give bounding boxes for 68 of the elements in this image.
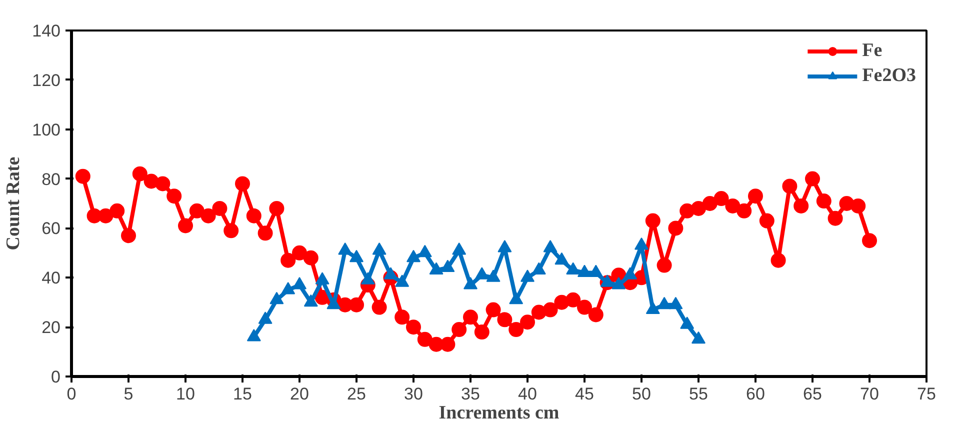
point	[372, 242, 386, 255]
x-tick-label: 5	[124, 384, 134, 404]
y-tick-label: 0	[51, 368, 61, 386]
y-tick-label: 40	[42, 268, 61, 288]
legend-label: Fe	[862, 40, 882, 62]
point	[646, 302, 660, 314]
point	[588, 264, 603, 277]
y-tick-label: 20	[42, 318, 61, 338]
point	[384, 267, 398, 280]
point	[452, 242, 466, 255]
point	[281, 282, 296, 294]
y-axis-title: Count Rate	[3, 156, 24, 250]
point	[418, 244, 432, 258]
point	[554, 252, 569, 265]
point	[464, 277, 478, 290]
x-tick-label: 25	[347, 384, 366, 404]
point	[395, 274, 410, 287]
x-tick-label: 75	[917, 384, 936, 404]
point	[692, 331, 706, 344]
x-tick-label: 30	[404, 384, 423, 404]
point	[509, 292, 524, 304]
x-tick-label: 0	[66, 384, 76, 404]
y-tick-label: 80	[42, 170, 61, 189]
x-tick-label: 35	[461, 384, 480, 404]
point	[474, 267, 489, 280]
point	[350, 250, 364, 262]
point	[440, 260, 455, 272]
x-tick-label: 60	[746, 384, 765, 404]
point	[612, 277, 626, 290]
x-axis-title: Increments cm	[438, 402, 560, 424]
point	[600, 274, 614, 287]
point	[258, 312, 272, 324]
point	[578, 264, 592, 277]
point	[486, 270, 500, 282]
y-tick-label: 100	[32, 120, 61, 140]
x-tick-label: 40	[518, 384, 537, 404]
x-tick-label: 45	[575, 384, 594, 404]
point	[566, 262, 580, 274]
point	[429, 262, 444, 274]
point	[543, 240, 558, 252]
x-tick-label: 55	[689, 384, 708, 404]
point	[292, 277, 306, 290]
y-tick-label: 140	[32, 22, 61, 40]
point	[680, 316, 694, 329]
point	[304, 294, 318, 307]
point	[326, 296, 341, 310]
y-tick-label: 120	[32, 70, 61, 90]
point	[520, 270, 534, 282]
point	[498, 240, 512, 252]
x-tick-label: 10	[176, 384, 195, 404]
point	[623, 267, 638, 280]
y-tick-label: 60	[42, 219, 61, 238]
point	[668, 296, 683, 310]
x-tick-label: 65	[803, 384, 822, 404]
point	[360, 272, 375, 284]
legend-label: Fe2O3	[862, 65, 916, 87]
point	[532, 262, 546, 274]
x-tick-label: 70	[860, 384, 879, 404]
x-tick-label: 20	[290, 384, 309, 404]
point	[246, 328, 261, 342]
point	[270, 292, 284, 304]
x-tick-label: 15	[233, 384, 252, 404]
point	[634, 238, 648, 250]
point	[406, 250, 420, 262]
point	[657, 296, 672, 310]
point	[315, 272, 330, 284]
x-tick-label: 50	[632, 384, 651, 404]
point	[338, 242, 352, 255]
